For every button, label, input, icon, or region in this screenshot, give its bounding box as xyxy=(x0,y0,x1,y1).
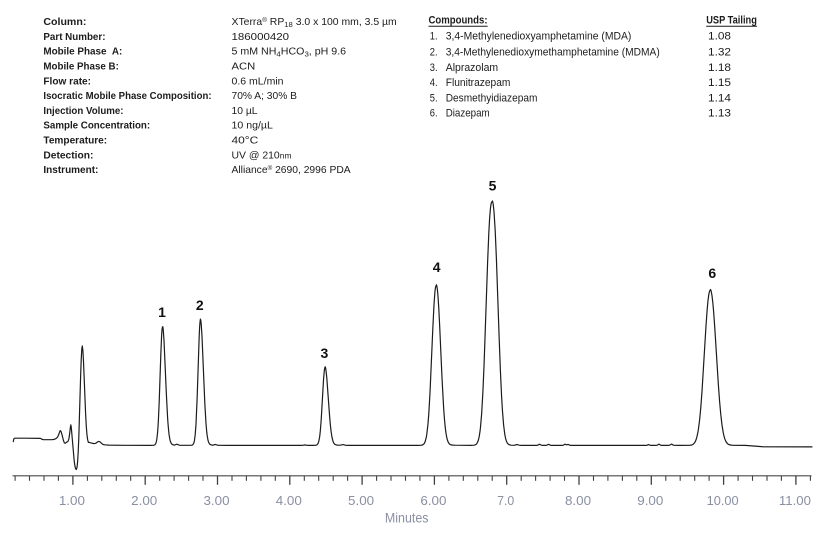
svg-text:5.00: 5.00 xyxy=(348,494,374,508)
svg-text:USP Tailing: USP Tailing xyxy=(706,15,757,27)
svg-text:Flunitrazepam: Flunitrazepam xyxy=(446,78,511,89)
svg-text:Flow rate:: Flow rate: xyxy=(43,76,91,87)
svg-text:1.18: 1.18 xyxy=(708,62,731,73)
svg-text:1.13: 1.13 xyxy=(708,108,731,119)
svg-text:1.14: 1.14 xyxy=(708,93,731,104)
svg-text:3,4-Methylenedioxymethamphetam: 3,4-Methylenedioxymethamphetamine (MDMA) xyxy=(446,47,660,58)
svg-text:9.00: 9.00 xyxy=(637,494,663,508)
svg-text:3,4-Methylenedioxyamphetamine: 3,4-Methylenedioxyamphetamine (MDA) xyxy=(446,32,632,43)
svg-text:XTerra® RP18 3.0 x 100 mm, 3.5: XTerra® RP18 3.0 x 100 mm, 3.5 µm xyxy=(232,16,397,29)
svg-text:2: 2 xyxy=(196,297,204,313)
svg-text:6.: 6. xyxy=(430,108,438,120)
svg-text:Desmethyidiazepam: Desmethyidiazepam xyxy=(446,93,538,104)
svg-text:3.00: 3.00 xyxy=(203,494,229,508)
svg-text:10.00: 10.00 xyxy=(707,494,739,508)
svg-text:Diazepam: Diazepam xyxy=(446,108,490,119)
svg-text:Isocratic Mobile Phase Composi: Isocratic Mobile Phase Composition: xyxy=(43,91,211,102)
svg-text:Part Number:: Part Number: xyxy=(43,32,105,43)
svg-text:1.: 1. xyxy=(430,31,438,43)
svg-text:Temperature:: Temperature: xyxy=(43,136,107,147)
svg-text:1.08: 1.08 xyxy=(708,31,731,42)
svg-text:70% A; 30% B: 70% A; 30% B xyxy=(232,91,298,102)
svg-text:Minutes: Minutes xyxy=(385,510,429,526)
svg-text:1.32: 1.32 xyxy=(708,47,731,58)
svg-text:5: 5 xyxy=(489,178,497,194)
svg-text:1.00: 1.00 xyxy=(59,494,85,508)
svg-text:Instrument:: Instrument: xyxy=(43,165,98,176)
svg-text:5 mM NH4HCO3, pH 9.6: 5 mM NH4HCO3, pH 9.6 xyxy=(232,47,347,59)
svg-text:ACN: ACN xyxy=(232,61,256,72)
svg-text:186000420: 186000420 xyxy=(232,31,290,42)
svg-text:4.00: 4.00 xyxy=(276,494,302,508)
svg-text:6.00: 6.00 xyxy=(420,494,446,508)
svg-text:Detection:: Detection: xyxy=(43,150,93,161)
svg-text:Compounds:: Compounds: xyxy=(429,15,488,27)
svg-text:Mobile Phase B:: Mobile Phase B: xyxy=(43,61,118,72)
svg-text:10 µL: 10 µL xyxy=(232,106,258,117)
svg-text:2.00: 2.00 xyxy=(131,494,157,508)
svg-text:Alprazolam: Alprazolam xyxy=(446,62,499,74)
svg-text:4: 4 xyxy=(433,259,441,275)
svg-text:3: 3 xyxy=(321,345,329,361)
svg-text:3.: 3. xyxy=(430,62,438,74)
svg-text:5.: 5. xyxy=(430,93,438,105)
svg-text:0.6 mL/min: 0.6 mL/min xyxy=(232,76,284,87)
svg-text:Sample Concentration:: Sample Concentration: xyxy=(43,120,150,131)
svg-text:2.: 2. xyxy=(430,47,438,59)
svg-text:Injection Volume:: Injection Volume: xyxy=(43,106,123,117)
svg-text:UV @ 210nm: UV @ 210nm xyxy=(232,150,292,161)
svg-text:40°C: 40°C xyxy=(232,135,259,146)
svg-text:Alliance® 2690, 2996 PDA: Alliance® 2690, 2996 PDA xyxy=(232,164,351,176)
svg-text:6: 6 xyxy=(708,265,716,281)
svg-text:1.15: 1.15 xyxy=(708,78,731,89)
svg-text:Column:: Column: xyxy=(43,17,86,28)
svg-text:Mobile Phase A:: Mobile Phase A: xyxy=(43,46,122,57)
svg-text:8.00: 8.00 xyxy=(565,494,591,508)
svg-text:1: 1 xyxy=(158,304,166,320)
svg-text:11.00: 11.00 xyxy=(779,494,811,509)
svg-text:4.: 4. xyxy=(430,78,438,90)
svg-text:10 ng/µL: 10 ng/µL xyxy=(232,121,274,132)
svg-text:7.0: 7.0 xyxy=(497,494,514,508)
